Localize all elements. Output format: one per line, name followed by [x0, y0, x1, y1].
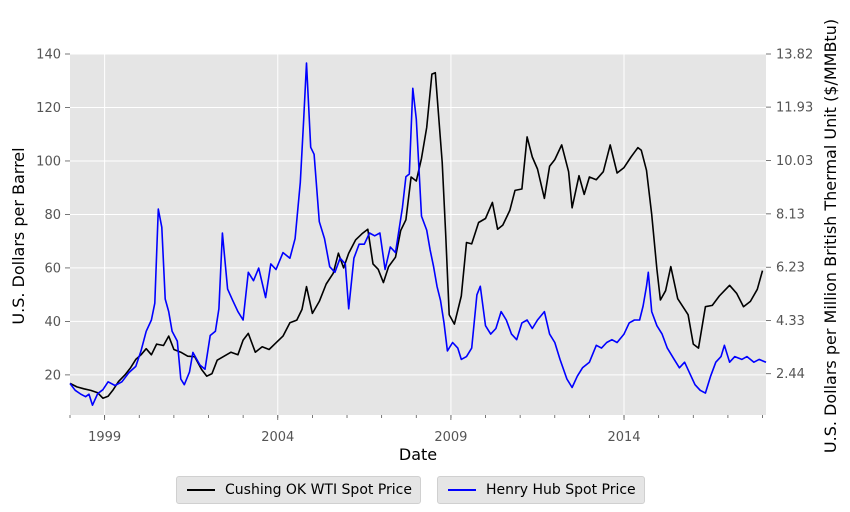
y-right-tick-label: 6.23: [776, 261, 805, 276]
y-right-tick-label: 4.33: [776, 314, 805, 329]
y-left-tick-label: 100: [36, 154, 61, 169]
y-axis-right-title: U.S. Dollars per Million British Thermal…: [821, 19, 840, 453]
series-line-henry-hub: [69, 62, 767, 407]
y-right-tick-label: 8.13: [776, 207, 805, 222]
x-tick-label: 2004: [261, 430, 294, 445]
x-tick-label: 2009: [434, 430, 467, 445]
plot-area: [70, 54, 766, 415]
y-right-tick-label: 11.93: [776, 101, 813, 116]
series-line-wti: [69, 71, 764, 400]
x-axis: 1999 2004 2009 2014: [69, 415, 763, 445]
y-left-tick-label: 120: [36, 101, 61, 116]
x-axis-title: Date: [399, 445, 437, 464]
x-tick-label: 2014: [607, 430, 640, 445]
legend-item-henry-hub: Henry Hub Spot Price: [436, 476, 645, 504]
x-tick-label: 1999: [88, 430, 121, 445]
legend-label-wti: Cushing OK WTI Spot Price: [225, 482, 412, 498]
y-axis-right: 2.44 4.33 6.23 8.13 10.03 11.93 13.82: [766, 48, 813, 382]
y-right-tick-label: 2.44: [776, 367, 805, 382]
series-group: [69, 62, 767, 407]
legend-item-wti: Cushing OK WTI Spot Price: [176, 476, 421, 504]
legend-swatch-wti: [187, 489, 215, 491]
y-right-tick-label: 10.03: [776, 154, 813, 169]
legend-swatch-henry-hub: [447, 489, 476, 491]
y-right-tick-label: 13.82: [776, 48, 813, 63]
legend: Cushing OK WTI Spot Price Henry Hub Spot…: [176, 476, 645, 504]
y-left-tick-label: 60: [44, 261, 61, 276]
legend-label-henry-hub: Henry Hub Spot Price: [485, 482, 636, 498]
y-axis-left-title: U.S. Dollars per Barrel: [9, 147, 28, 324]
y-left-tick-label: 40: [44, 315, 61, 330]
y-left-tick-label: 80: [44, 208, 61, 223]
y-left-tick-label: 20: [44, 368, 61, 383]
y-axis-left: 20 40 60 80 100 120 140: [36, 48, 70, 383]
y-left-tick-label: 140: [36, 48, 61, 63]
